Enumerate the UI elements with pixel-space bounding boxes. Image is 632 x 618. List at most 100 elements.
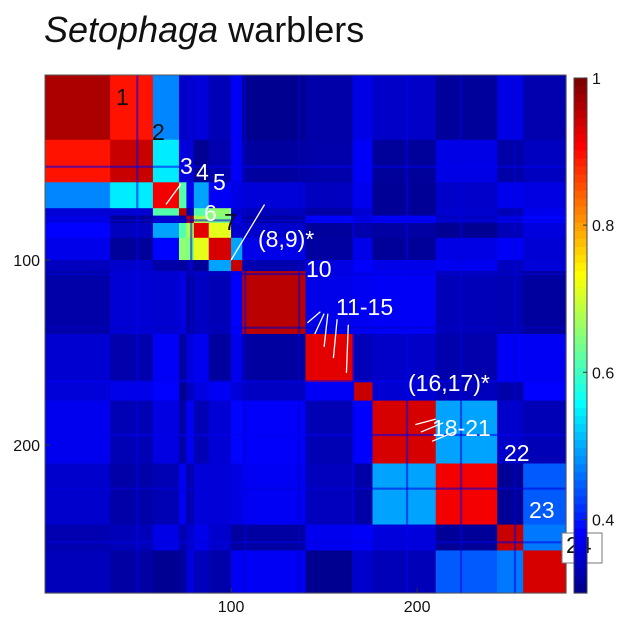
- block-label: 18-21: [432, 415, 491, 441]
- heatmap-cell: [435, 271, 498, 335]
- heatmap-cell: [372, 524, 437, 552]
- heatmap-cell: [497, 182, 524, 209]
- heatmap-cell: [305, 237, 355, 261]
- heatmap-cell: [372, 237, 437, 261]
- colorbar-segment: [574, 536, 587, 546]
- heatmap-cell: [152, 182, 180, 209]
- colorbar-segment: [574, 432, 587, 441]
- heatmap-cell: [193, 223, 210, 239]
- heatmap-cell: [435, 334, 498, 383]
- heatmap-cell: [231, 75, 243, 141]
- colorbar-segment: [574, 343, 587, 353]
- heatmap-cell: [110, 271, 154, 335]
- heatmap-cell: [305, 75, 355, 141]
- heatmap-cell: [353, 550, 374, 594]
- heatmap-cell: [242, 382, 307, 402]
- heatmap-cell: [178, 223, 188, 239]
- heatmap-cell: [523, 139, 567, 183]
- colorbar-segment: [574, 102, 587, 111]
- colorbar-segment: [574, 287, 587, 296]
- heatmap-cell: [353, 237, 374, 261]
- title-italic: Setophaga: [44, 9, 218, 50]
- heatmap-cell: [208, 271, 232, 335]
- annotation-line: [230, 204, 266, 261]
- colorbar-segment: [574, 182, 587, 192]
- heatmap-cell: [523, 223, 567, 239]
- heatmap-cell: [45, 550, 111, 594]
- heatmap-cell: [305, 223, 355, 239]
- colorbar-segment: [574, 86, 587, 95]
- heatmap-cell: [231, 400, 243, 465]
- heatmap-cell: [152, 139, 180, 183]
- heatmap-cell: [178, 271, 188, 335]
- heatmap-stripe: [513, 75, 517, 593]
- heatmap-stripe: [244, 75, 247, 593]
- heatmap-cell: [231, 524, 243, 552]
- heatmap-cell: [110, 463, 154, 526]
- heatmap-cell: [435, 463, 498, 526]
- colorbar-segment: [574, 78, 587, 87]
- colorbar-tick-label: 0.6: [592, 365, 614, 382]
- heatmap-cell: [242, 550, 307, 594]
- heatmap-cell: [193, 550, 210, 594]
- colorbar-segment: [574, 134, 587, 143]
- heatmap-cell: [152, 75, 180, 141]
- heatmap-stripe: [45, 272, 566, 276]
- annotation-line: [332, 319, 338, 359]
- heatmap-cell: [523, 550, 567, 594]
- colorbar-segment: [574, 311, 587, 321]
- annotation-line: [345, 324, 349, 373]
- colorbar-segment: [574, 464, 587, 473]
- heatmap-cell: [152, 524, 180, 552]
- heatmap-cell: [45, 208, 111, 217]
- heatmap-cell: [497, 208, 524, 217]
- heatmap-cell: [523, 463, 567, 526]
- colorbar-segment: [574, 568, 587, 578]
- annotation-line: [420, 422, 444, 433]
- heatmap-cell: [523, 237, 567, 261]
- heatmap-cell: [208, 400, 232, 465]
- title-rest: warblers: [218, 9, 364, 50]
- heatmap-cell: [435, 223, 498, 239]
- heatmap-stripe: [190, 75, 193, 593]
- colorbar-segment: [574, 190, 587, 200]
- colorbar-segment: [574, 94, 587, 103]
- colorbar-tick-label: 0.8: [592, 218, 614, 235]
- heatmap-cell: [45, 382, 111, 402]
- heatmap-cell: [497, 524, 524, 552]
- colorbar-tick-label: 0.4: [592, 512, 614, 529]
- heatmap-cell: [372, 334, 437, 383]
- heatmap-cell: [497, 463, 524, 526]
- y-tick-label: 200: [13, 438, 40, 455]
- heatmap-cell: [523, 382, 567, 402]
- colorbar: [573, 77, 588, 594]
- heatmap-cell: [152, 237, 180, 261]
- heatmap-cell: [372, 382, 437, 402]
- block-label: 10: [306, 256, 332, 282]
- block-label: (8,9)*: [258, 226, 314, 252]
- heatmap-cell: [110, 334, 154, 383]
- heatmap-cell: [523, 524, 567, 552]
- heatmap-cell: [497, 271, 524, 335]
- heatmap-cell: [231, 208, 243, 217]
- colorbar-segment: [574, 440, 587, 449]
- heatmap-stripe: [45, 433, 566, 437]
- heatmap-cell: [178, 524, 188, 552]
- heatmap-cell: [110, 400, 154, 465]
- heatmap-cell: [45, 524, 111, 552]
- heatmap-cell: [242, 524, 307, 552]
- heatmap-stripe: [405, 75, 409, 593]
- heatmap-cell: [523, 208, 567, 217]
- heatmap-cell: [305, 524, 355, 552]
- colorbar-segment: [574, 279, 587, 288]
- heatmap-cell: [372, 400, 437, 465]
- heatmap-cell: [231, 139, 243, 183]
- colorbar-segment: [574, 584, 587, 594]
- heatmap-cell: [231, 271, 243, 335]
- heatmap-cell: [242, 75, 307, 141]
- heatmap-cell: [497, 400, 524, 465]
- heatmap-cell: [152, 334, 180, 383]
- colorbar-segment: [574, 303, 587, 312]
